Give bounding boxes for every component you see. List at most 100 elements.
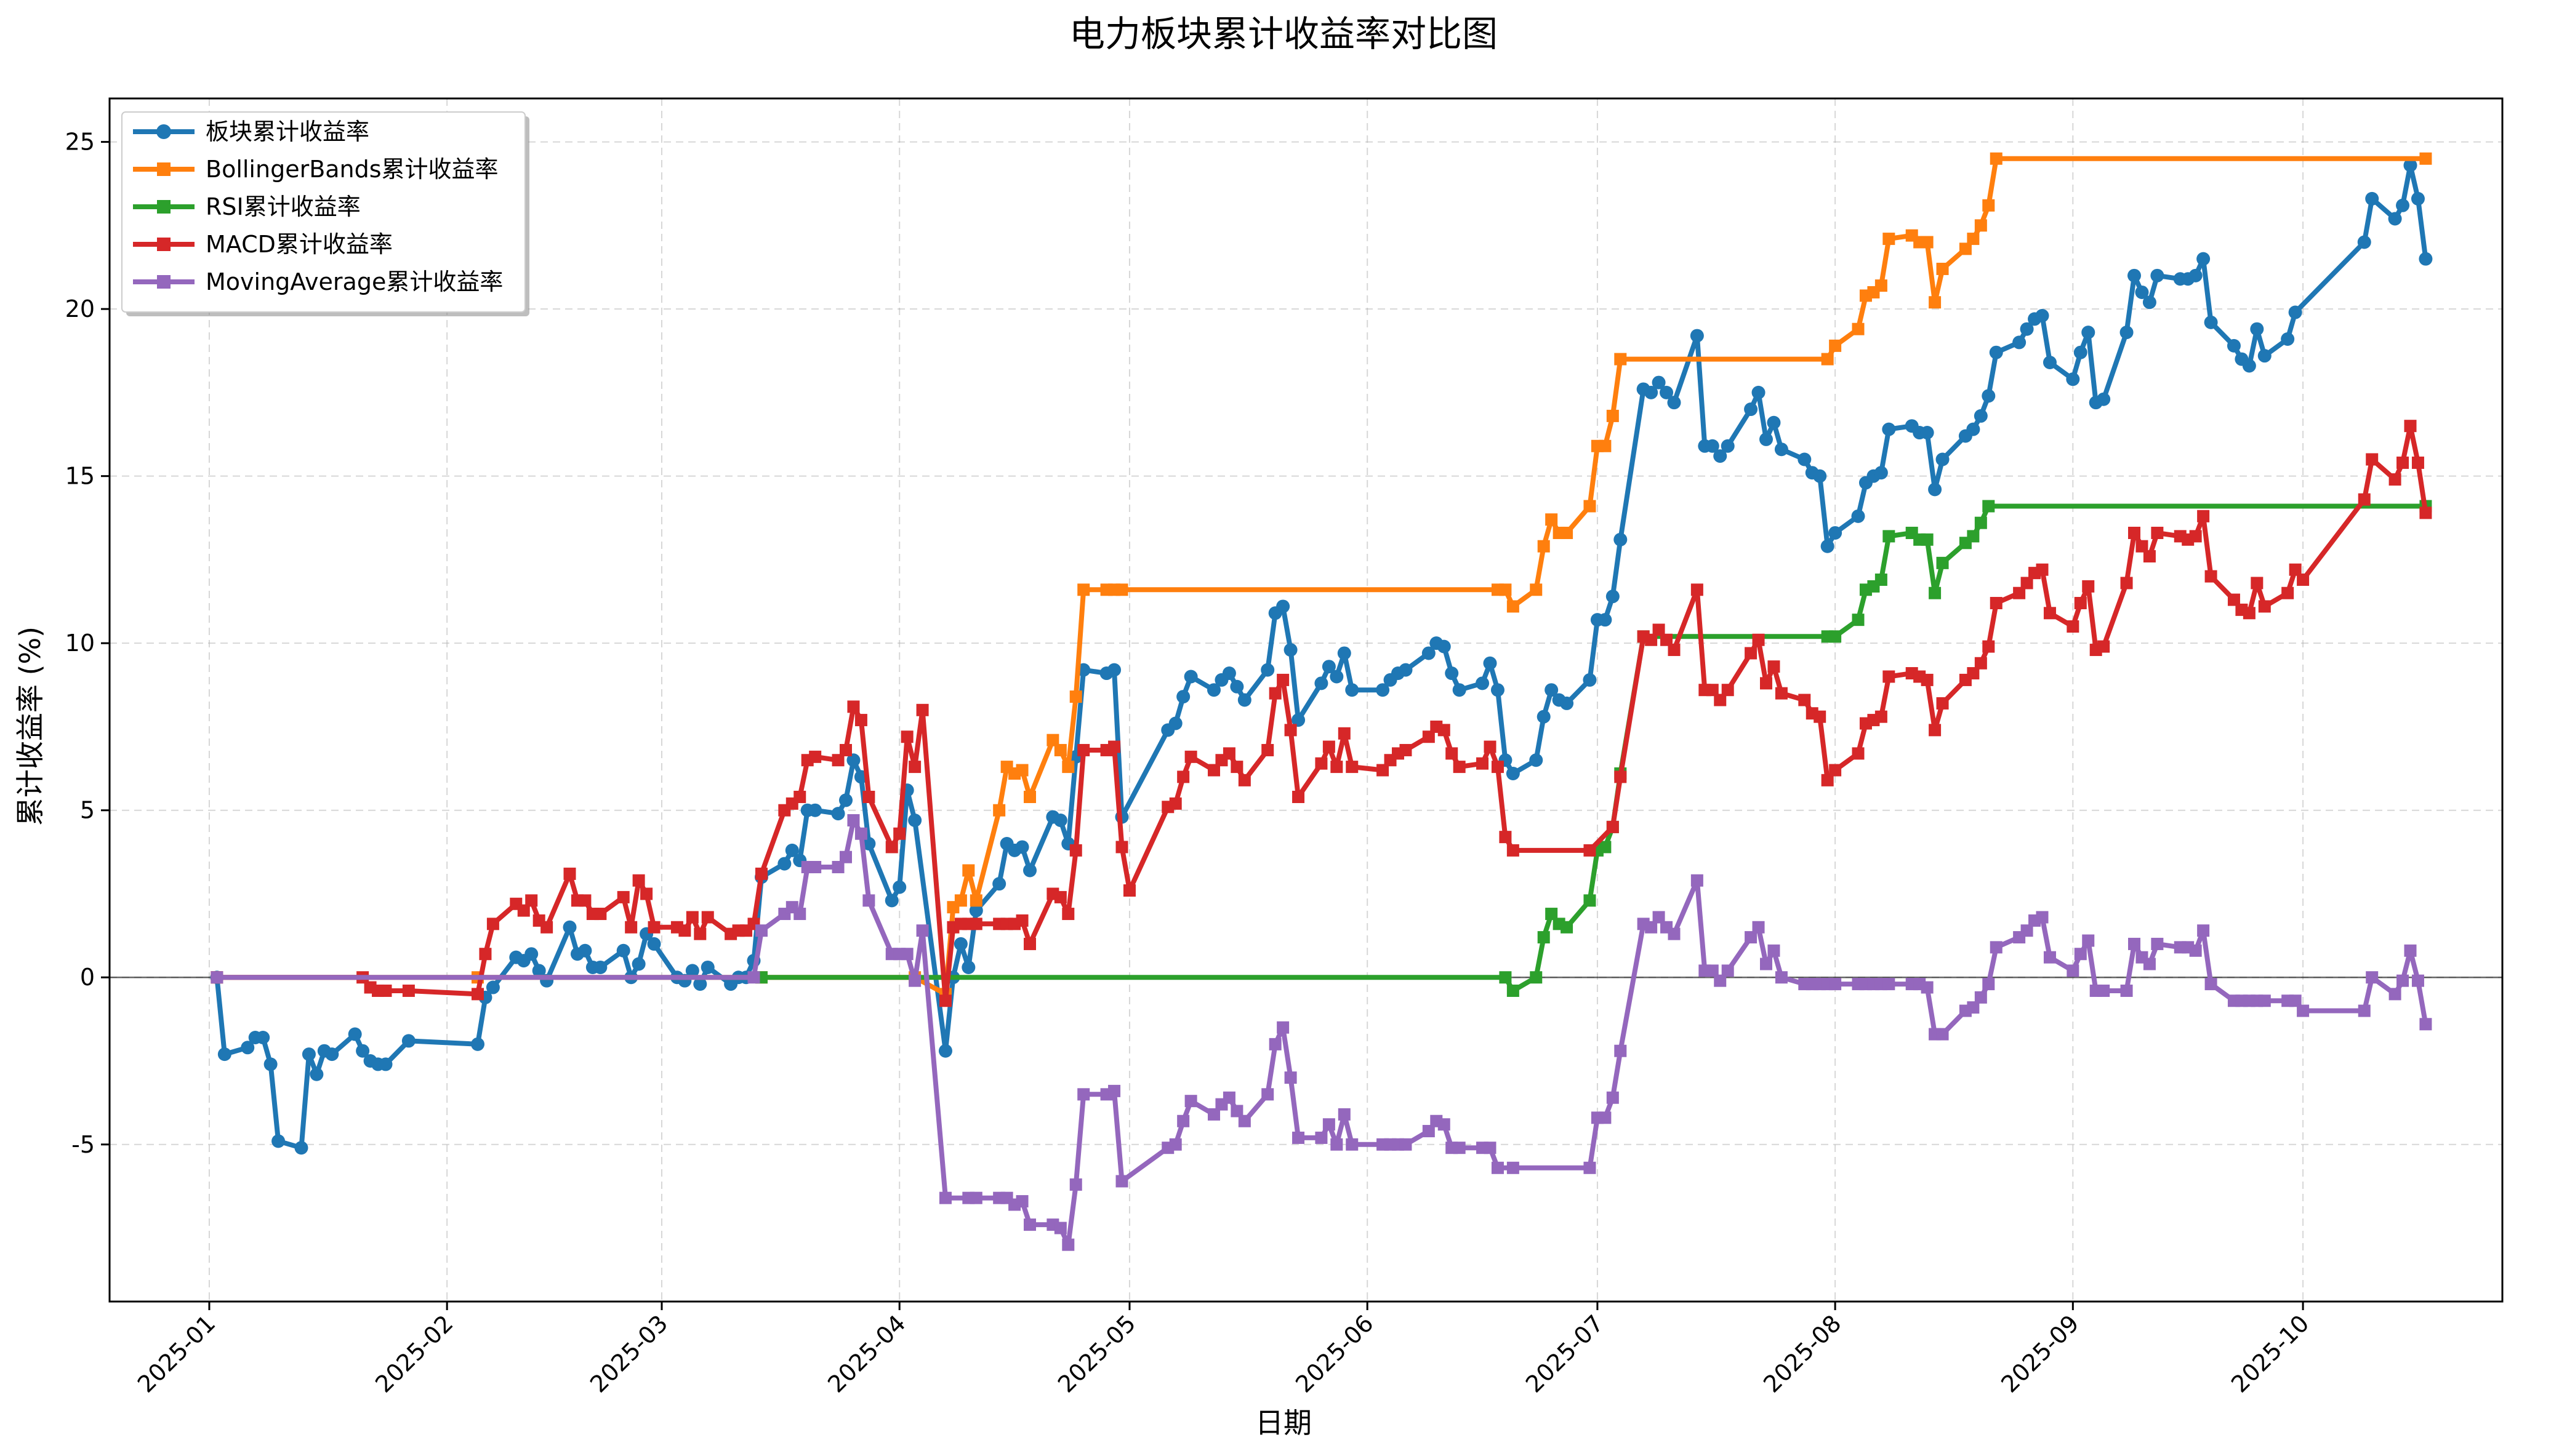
data-point (1506, 844, 1519, 857)
data-point (2388, 988, 2401, 1001)
data-point (2227, 338, 2241, 353)
series-layer (210, 152, 2433, 1251)
data-point (1024, 937, 1036, 950)
data-point (862, 837, 876, 851)
data-point (1829, 764, 1842, 777)
data-point (831, 807, 845, 821)
data-point (2289, 563, 2302, 576)
data-point (2067, 620, 2079, 633)
data-point (1921, 533, 1934, 546)
data-point (401, 1034, 416, 1048)
data-point (1874, 710, 1887, 723)
y-tick-label: 15 (65, 463, 95, 490)
data-point (310, 1067, 324, 1081)
data-point (1499, 583, 1512, 596)
data-point (1982, 978, 1995, 991)
data-point (1821, 774, 1834, 786)
data-point (1760, 958, 1772, 970)
data-point (1237, 693, 1251, 707)
data-point (1261, 743, 1274, 756)
data-point (1759, 432, 1773, 446)
data-point (2036, 911, 2049, 924)
data-point (1292, 790, 1305, 803)
data-point (1821, 353, 1834, 366)
data-point (217, 1047, 231, 1062)
data-point (1751, 385, 1766, 399)
data-point (632, 957, 646, 971)
data-point (1054, 1222, 1067, 1234)
data-point (1974, 991, 1987, 1004)
data-point (1583, 1161, 1596, 1174)
data-point (1345, 683, 1359, 697)
data-point (938, 1044, 952, 1058)
data-point (2189, 530, 2202, 543)
data-point (2396, 198, 2410, 212)
data-point (1767, 944, 1780, 957)
data-point (2388, 212, 2402, 226)
data-point (2127, 268, 2141, 282)
data-point (524, 947, 539, 961)
data-point (793, 908, 806, 921)
data-point (885, 894, 899, 908)
data-point (2289, 994, 2302, 1007)
data-point (1261, 663, 1275, 677)
data-point (1851, 509, 1865, 523)
data-point (1483, 656, 1497, 670)
data-point (1767, 415, 1781, 430)
data-point (1974, 219, 1987, 232)
x-axis-title: 日期 (1255, 1406, 1312, 1439)
data-point (701, 911, 714, 924)
data-point (1614, 353, 1627, 366)
data-point (694, 927, 707, 940)
data-point (1184, 670, 1198, 684)
data-point (1774, 442, 1788, 457)
data-point (2358, 493, 2371, 506)
data-point (1530, 583, 1543, 596)
data-point (840, 743, 852, 756)
data-point (2358, 1004, 2371, 1017)
data-point (1223, 1091, 1235, 1104)
data-point (1775, 971, 1788, 984)
series-5 (211, 814, 2432, 1251)
legend-marker (157, 275, 171, 289)
data-point (1882, 670, 1895, 683)
data-point (1829, 339, 1842, 352)
data-point (969, 903, 983, 918)
data-point (777, 857, 792, 871)
data-point (962, 864, 975, 877)
data-point (1016, 1195, 1029, 1208)
data-point (1346, 761, 1359, 774)
data-point (1177, 1114, 1190, 1127)
data-point (1315, 757, 1328, 770)
data-point (1928, 482, 1942, 497)
data-point (2357, 235, 2371, 249)
data-point (1652, 623, 1665, 636)
data-point (263, 1057, 278, 1071)
data-point (1929, 586, 1942, 599)
data-point (2066, 372, 2080, 386)
data-point (2419, 152, 2432, 165)
data-point (1015, 840, 1029, 854)
data-point (901, 730, 914, 743)
data-point (1338, 1108, 1351, 1121)
data-point (1238, 1114, 1251, 1127)
legend-item: MACD累计收益率 (133, 231, 393, 258)
data-point (593, 960, 608, 974)
data-point (1613, 532, 1628, 546)
data-point (1706, 964, 1719, 977)
data-point (1721, 439, 1735, 453)
data-point (1223, 747, 1235, 760)
legend-item: RSI累计收益率 (133, 193, 361, 220)
data-point (1829, 630, 1842, 643)
data-point (1537, 931, 1550, 944)
data-point (1062, 908, 1075, 921)
data-point (1506, 600, 1519, 613)
series-4 (211, 420, 2432, 1007)
data-point (1989, 345, 2003, 359)
data-point (1882, 530, 1895, 543)
data-point (1967, 233, 1980, 246)
data-point (1208, 1108, 1220, 1121)
data-point (1667, 396, 1681, 410)
data-point (356, 1044, 370, 1058)
data-point (1069, 690, 1082, 703)
